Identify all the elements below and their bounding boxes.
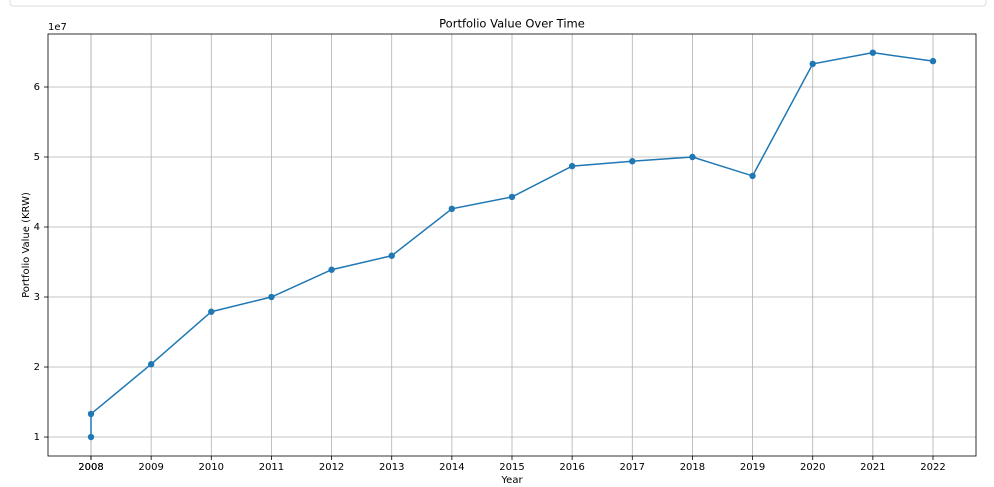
plot-frame — [47, 33, 977, 457]
point — [147, 361, 155, 368]
x-tick-label: 2016 — [559, 462, 584, 473]
point — [689, 153, 696, 161]
point — [328, 266, 335, 273]
y-tick-label: 1 — [34, 432, 40, 443]
x-tick-label: 2021 — [860, 462, 885, 473]
x-tick-label: 2012 — [319, 462, 344, 473]
y-axis-label: Portfolio Value (KRW) — [21, 192, 32, 298]
line — [90, 51, 934, 438]
point — [869, 49, 877, 56]
y-tick-label: 2 — [34, 362, 40, 373]
toolbar-box — [9, 0, 987, 7]
y-tick-label: 3 — [34, 292, 40, 303]
point — [448, 205, 456, 213]
point — [208, 308, 215, 315]
x-tick-label: 2009 — [138, 462, 163, 473]
point — [629, 158, 636, 165]
point — [268, 293, 275, 301]
y-tick-label: 5 — [34, 152, 40, 163]
point — [87, 433, 95, 441]
point — [388, 252, 395, 259]
x-tick-label: 2017 — [620, 462, 645, 473]
y-tick-label: 4 — [34, 222, 40, 233]
x-tick-label: 2019 — [740, 462, 765, 473]
x-tick-label: 2008 — [78, 462, 103, 473]
point — [508, 193, 516, 201]
point — [87, 410, 95, 418]
x-tick-label: 2015 — [499, 462, 524, 473]
x-tick-label: 2018 — [680, 462, 705, 473]
y-offset-label: 1e7 — [48, 22, 67, 33]
point — [749, 172, 756, 180]
x-tick-label: 2014 — [439, 462, 464, 473]
x-tick-label: 2008 — [78, 462, 103, 473]
x-tick-label: 2022 — [920, 462, 945, 473]
x-tick-label: 2020 — [800, 462, 825, 473]
point — [809, 60, 816, 68]
point — [929, 57, 937, 65]
x-tick-label: 2013 — [379, 462, 404, 473]
x-axis-label: Year — [500, 475, 523, 486]
chart-title: Portfolio Value Over Time — [439, 17, 585, 31]
point — [568, 162, 576, 170]
x-tick-label: 2011 — [259, 462, 284, 473]
y-tick-label: 6 — [34, 82, 40, 93]
x-tick-label: 2010 — [199, 462, 224, 473]
